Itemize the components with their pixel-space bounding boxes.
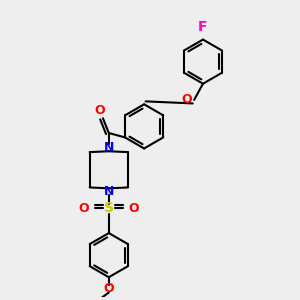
- Text: O: O: [129, 202, 140, 214]
- Text: F: F: [198, 20, 208, 34]
- Text: O: O: [95, 104, 105, 117]
- Text: O: O: [78, 202, 89, 214]
- Text: S: S: [104, 201, 114, 215]
- Text: N: N: [103, 185, 114, 198]
- Text: O: O: [103, 283, 114, 296]
- Text: O: O: [181, 93, 192, 106]
- Text: N: N: [103, 141, 114, 154]
